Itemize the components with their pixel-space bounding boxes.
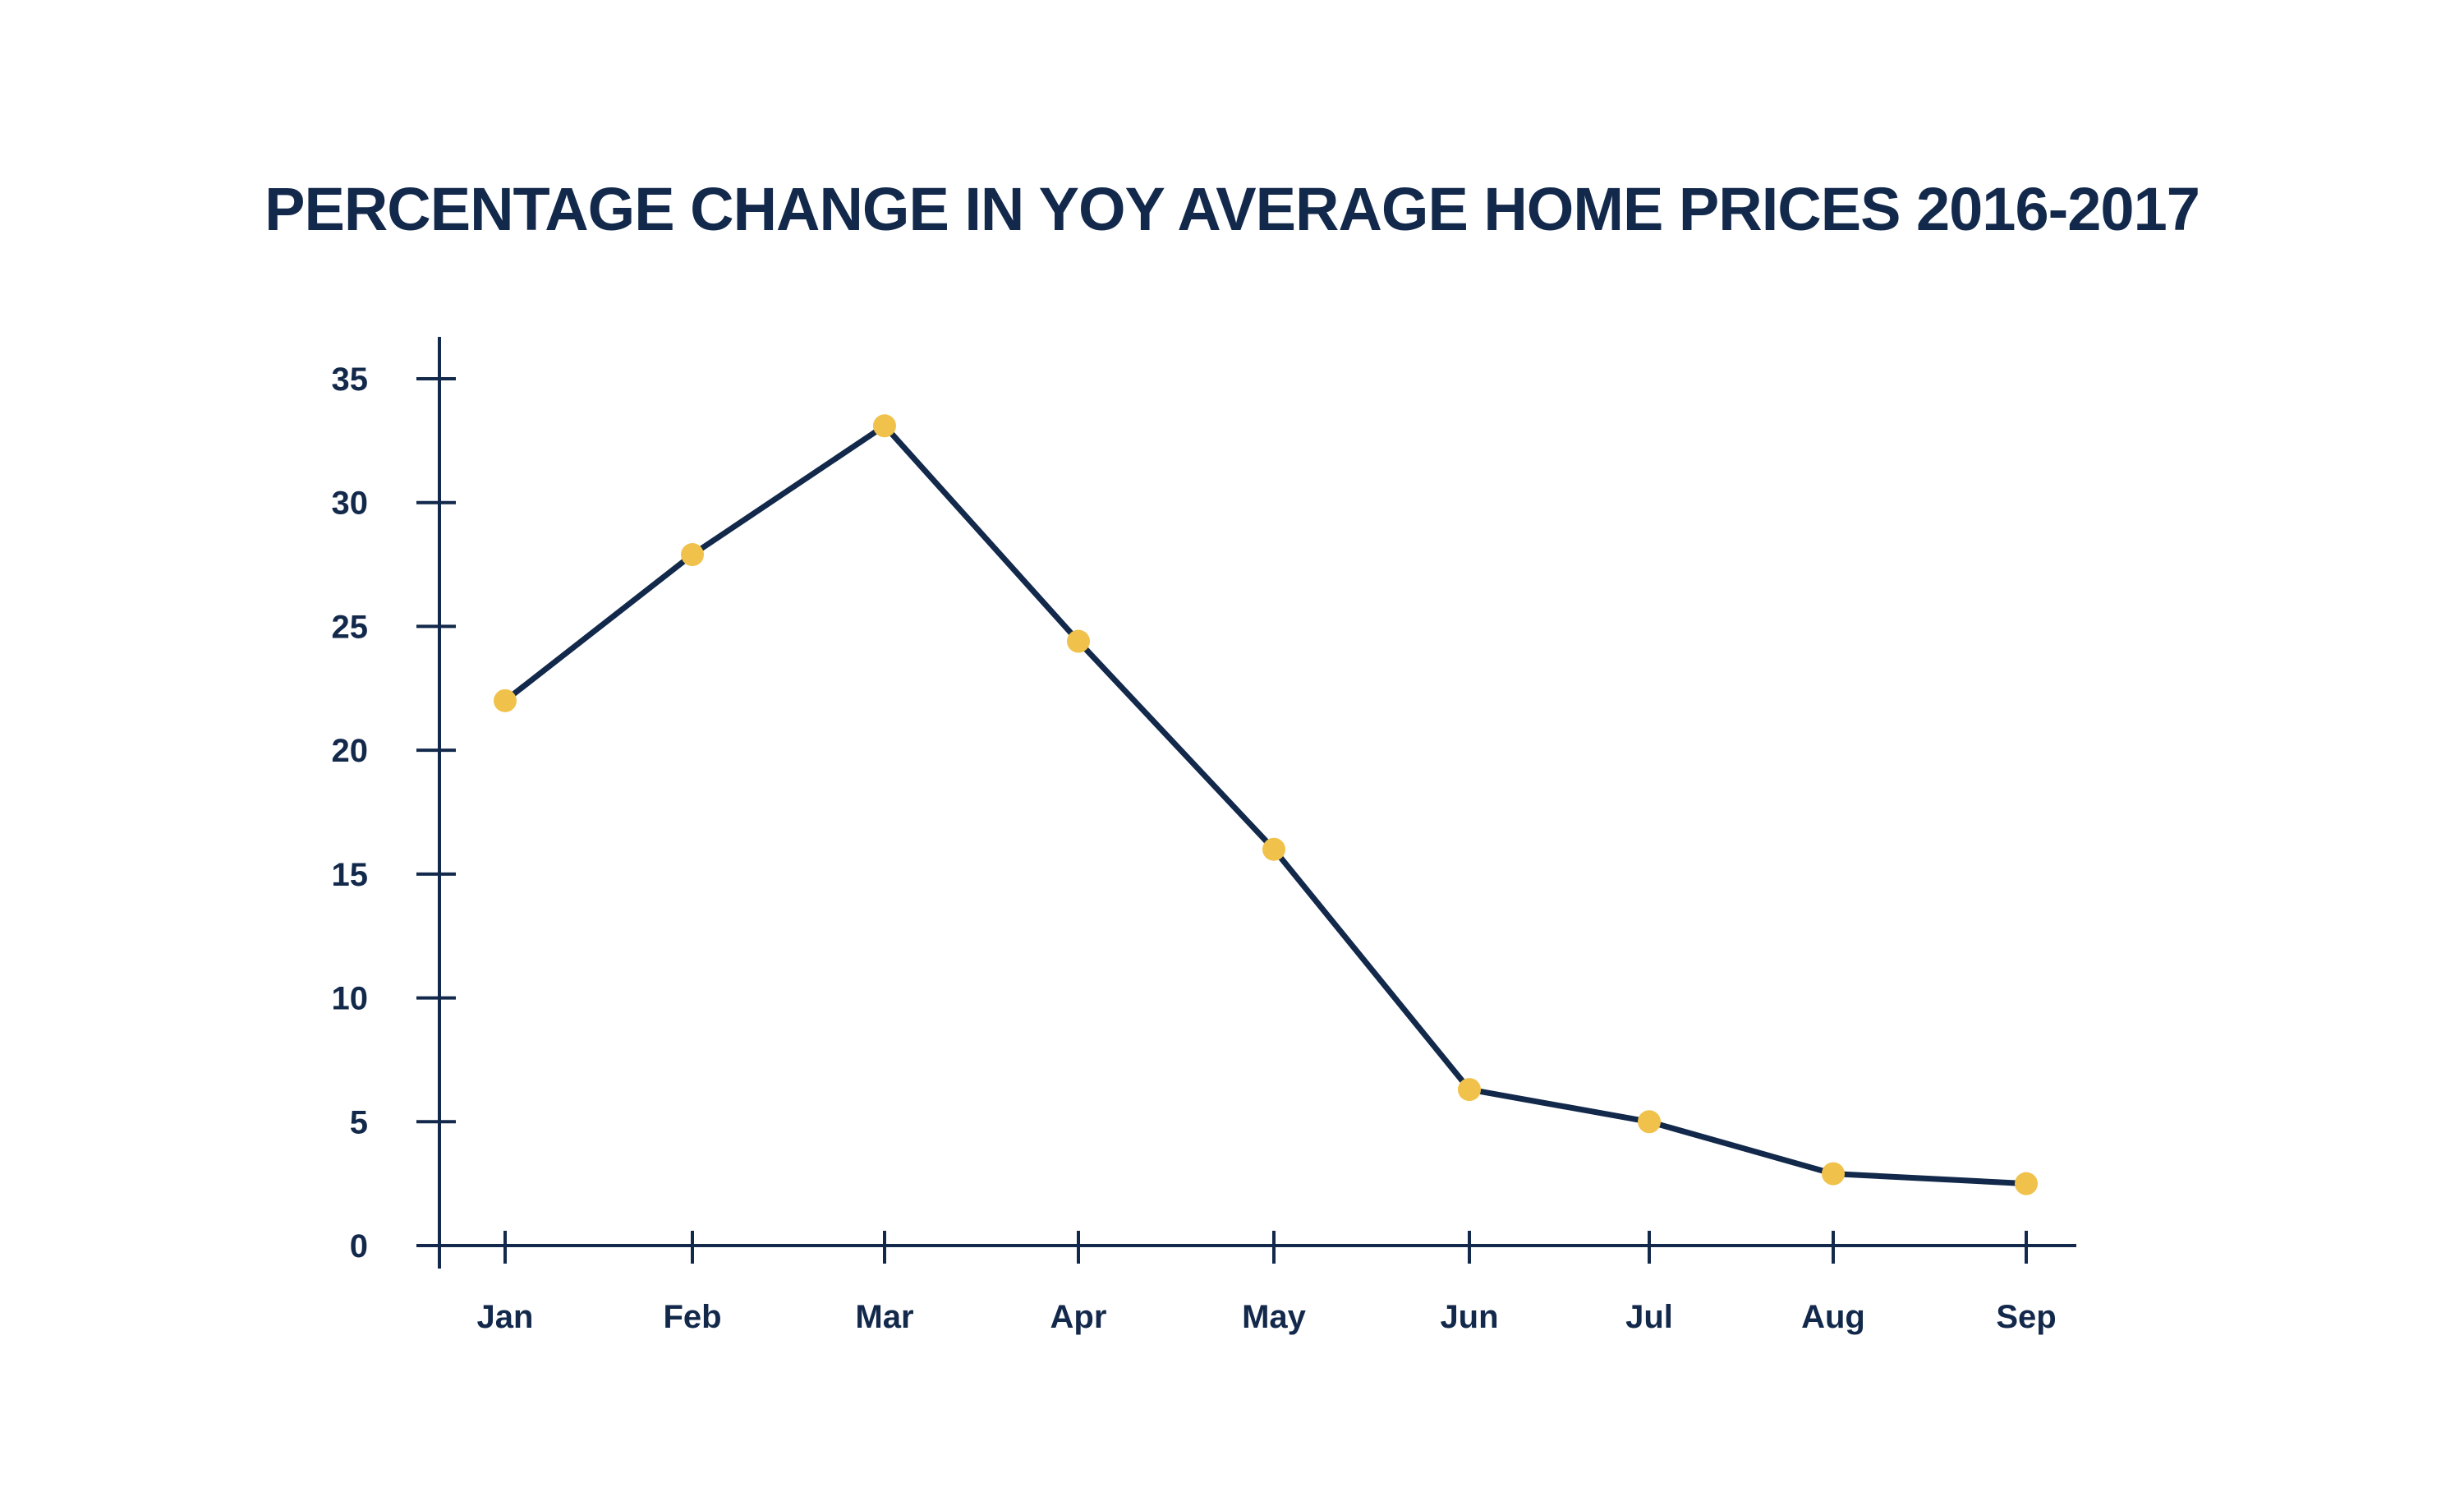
data-point-jul xyxy=(1638,1110,1661,1134)
y-tick-label: 5 xyxy=(350,1104,368,1140)
x-tick-label: Mar xyxy=(855,1299,913,1335)
data-point-jun xyxy=(1458,1078,1481,1102)
x-tick-label: Aug xyxy=(1801,1299,1865,1335)
data-point-jan xyxy=(494,689,517,712)
x-tick-label: Apr xyxy=(1050,1299,1107,1335)
y-axis-ticks: 0 5 10 15 20 25 30 35 xyxy=(332,362,456,1264)
data-point-apr xyxy=(1067,629,1090,653)
data-markers xyxy=(494,414,2038,1195)
y-tick-label: 0 xyxy=(350,1228,368,1264)
data-point-sep xyxy=(2015,1172,2038,1195)
data-point-may xyxy=(1262,837,1285,861)
x-tick-label: Jul xyxy=(1625,1299,1673,1335)
y-tick-label: 15 xyxy=(332,857,369,893)
data-point-mar xyxy=(873,414,896,438)
data-point-aug xyxy=(1822,1162,1845,1186)
data-point-feb xyxy=(681,543,704,567)
y-tick-label: 30 xyxy=(332,486,369,522)
series xyxy=(502,422,2030,1187)
chart-title: PERCENTAGE CHANGE IN YOY AVERAGE HOME PR… xyxy=(264,175,2200,243)
axes xyxy=(416,337,2076,1269)
x-tick-label: Jan xyxy=(477,1299,534,1335)
x-tick-label: Feb xyxy=(663,1299,721,1335)
y-tick-label: 25 xyxy=(332,609,369,645)
x-tick-label: May xyxy=(1242,1299,1307,1335)
x-tick-label: Sep xyxy=(1996,1299,2056,1335)
x-tick-label: Jun xyxy=(1440,1299,1498,1335)
series-line xyxy=(502,422,2030,1187)
y-tick-label: 20 xyxy=(332,733,369,769)
y-tick-label: 10 xyxy=(332,981,369,1017)
x-axis-ticks: Jan Feb Mar Apr May Jun Jul Aug Sep xyxy=(477,1231,2057,1335)
y-tick-label: 35 xyxy=(332,362,369,398)
